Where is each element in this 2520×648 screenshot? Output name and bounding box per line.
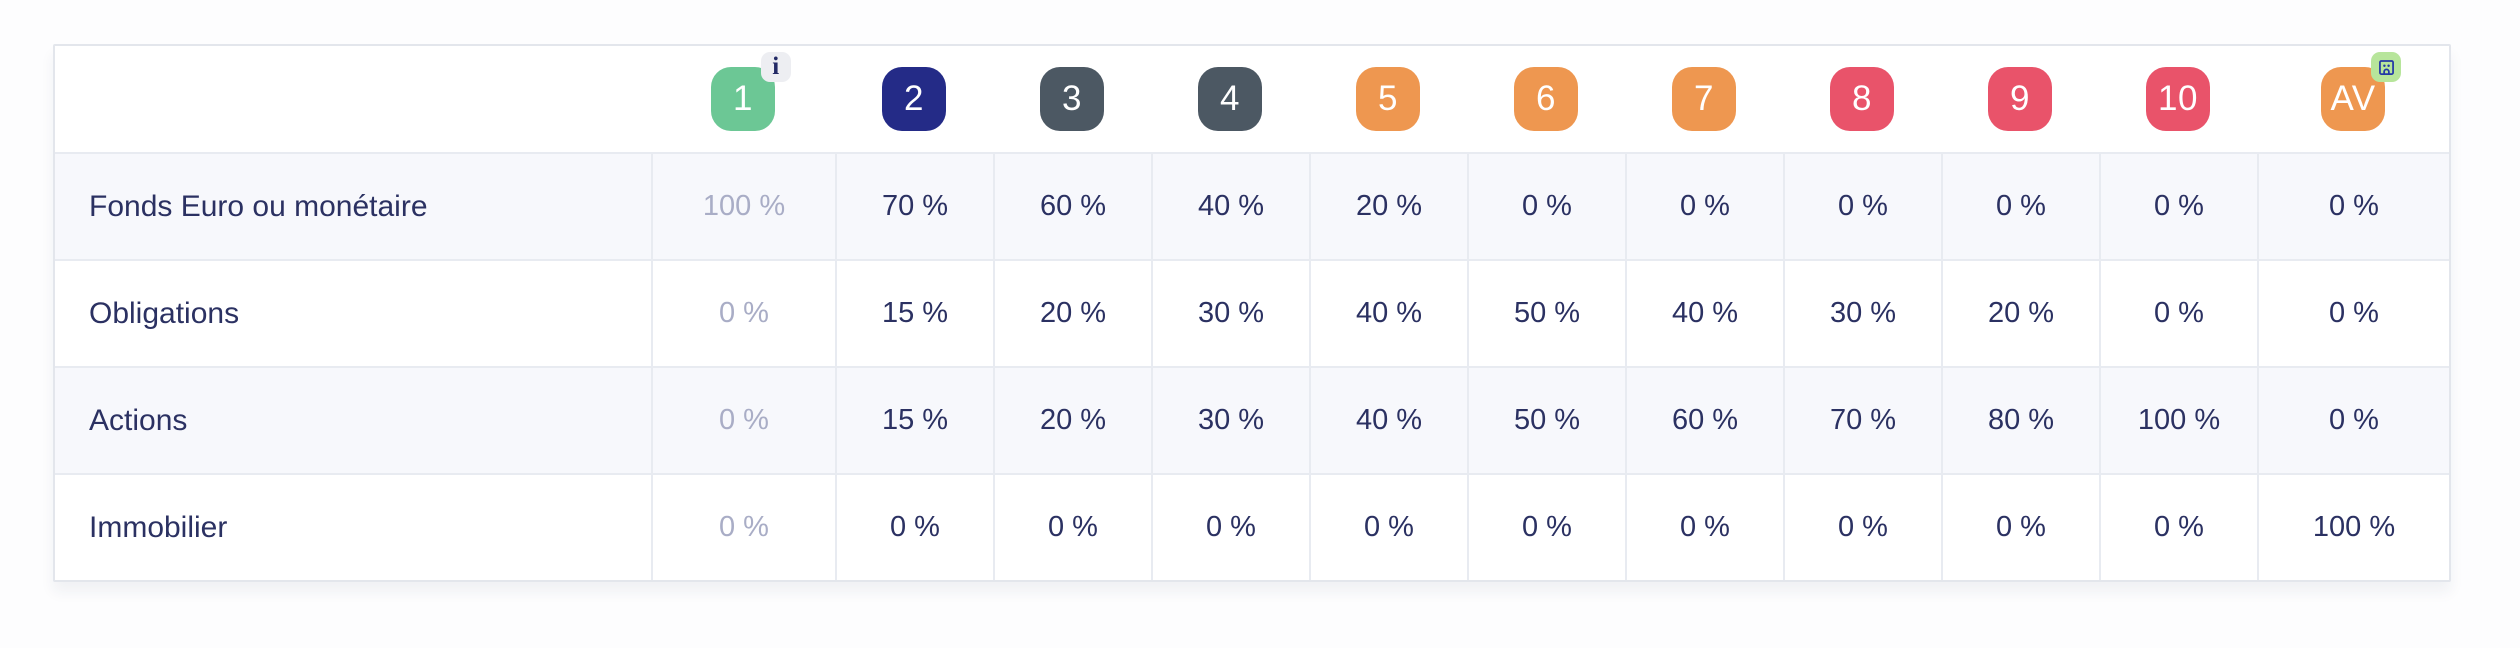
- allocation-cell: 20 %: [993, 366, 1151, 473]
- column-header-cell-6: 6: [1467, 46, 1625, 152]
- allocation-cell: 100 %: [2257, 473, 2449, 580]
- profile-badge-6[interactable]: 6: [1514, 67, 1578, 131]
- allocation-cell: 40 %: [1309, 259, 1467, 366]
- row-label: Immobilier: [55, 473, 651, 580]
- row-label: Fonds Euro ou monétaire: [55, 152, 651, 259]
- allocation-cell: 0 %: [1467, 473, 1625, 580]
- info-icon[interactable]: i: [761, 52, 791, 82]
- allocation-cell: 30 %: [1151, 259, 1309, 366]
- column-header-cell-7: 7: [1625, 46, 1783, 152]
- allocation-cell: 0 %: [651, 259, 835, 366]
- profile-badge-label: 3: [1062, 79, 1082, 118]
- allocation-cell: 0 %: [1783, 473, 1941, 580]
- allocation-cell: 70 %: [1783, 366, 1941, 473]
- allocation-cell: 0 %: [993, 473, 1151, 580]
- allocation-cell: 0 %: [2099, 473, 2257, 580]
- allocation-cell: 0 %: [1625, 152, 1783, 259]
- profile-badge-label: 1: [733, 79, 753, 118]
- profile-badge-label: 7: [1694, 79, 1714, 118]
- allocation-cell: 15 %: [835, 259, 993, 366]
- allocation-cell: 0 %: [2099, 259, 2257, 366]
- profile-badge-label: 5: [1378, 79, 1398, 118]
- allocation-cell: 0 %: [1941, 473, 2099, 580]
- allocation-cell: 0 %: [2099, 152, 2257, 259]
- allocation-cell: 0 %: [651, 366, 835, 473]
- allocation-cell: 0 %: [835, 473, 993, 580]
- profile-badge-label: 2: [904, 79, 924, 118]
- allocation-cell: 0 %: [2257, 259, 2449, 366]
- profile-badge-7[interactable]: 7: [1672, 67, 1736, 131]
- profile-badge-label: 10: [2158, 79, 2198, 118]
- column-header-cell-2: 2: [835, 46, 993, 152]
- profile-badge-10[interactable]: 10: [2146, 67, 2210, 131]
- allocation-cell: 20 %: [1309, 152, 1467, 259]
- allocation-cell: 40 %: [1625, 259, 1783, 366]
- allocation-cell: 20 %: [1941, 259, 2099, 366]
- allocation-cell: 0 %: [1467, 152, 1625, 259]
- allocation-cell: 0 %: [1151, 473, 1309, 580]
- building-icon[interactable]: [2371, 52, 2401, 82]
- allocation-cell: 0 %: [1625, 473, 1783, 580]
- header-spacer-cell: [55, 46, 651, 152]
- profile-badge-label: 6: [1536, 79, 1556, 118]
- row-label: Obligations: [55, 259, 651, 366]
- profile-badge-label: 8: [1852, 79, 1872, 118]
- allocation-cell: 70 %: [835, 152, 993, 259]
- allocation-cell: 40 %: [1309, 366, 1467, 473]
- allocation-cell: 30 %: [1783, 259, 1941, 366]
- allocation-cell: 20 %: [993, 259, 1151, 366]
- building-glyph: [2378, 59, 2394, 75]
- profile-badge-4[interactable]: 4: [1198, 67, 1262, 131]
- column-header-cell-10: 10: [2099, 46, 2257, 152]
- allocation-cell: 60 %: [1625, 366, 1783, 473]
- column-header-cell-5: 5: [1309, 46, 1467, 152]
- allocation-cell: 50 %: [1467, 366, 1625, 473]
- profile-badge-3[interactable]: 3: [1040, 67, 1104, 131]
- allocation-cell: 100 %: [2099, 366, 2257, 473]
- allocation-cell: 30 %: [1151, 366, 1309, 473]
- profile-badge-label: 4: [1220, 79, 1240, 118]
- allocation-cell: 50 %: [1467, 259, 1625, 366]
- allocation-cell: 0 %: [1941, 152, 2099, 259]
- allocation-cell: 100 %: [651, 152, 835, 259]
- column-header-cell-AV: AV: [2257, 46, 2449, 152]
- allocation-cell: 0 %: [2257, 152, 2449, 259]
- allocation-cell: 60 %: [993, 152, 1151, 259]
- allocation-cell: 80 %: [1941, 366, 2099, 473]
- column-header-cell-9: 9: [1941, 46, 2099, 152]
- profile-badge-AV[interactable]: AV: [2321, 52, 2401, 131]
- allocation-cell: 0 %: [2257, 366, 2449, 473]
- column-header-cell-4: 4: [1151, 46, 1309, 152]
- profile-badge-2[interactable]: 2: [882, 67, 946, 131]
- allocation-cell: 0 %: [1309, 473, 1467, 580]
- profile-badge-label: AV: [2330, 79, 2376, 118]
- allocation-table-card: 1 i 2 3 4 5 6 7 8 9 10 AV Fonds Euro ou monétaire 100…: [53, 44, 2451, 582]
- column-header-cell-8: 8: [1783, 46, 1941, 152]
- allocation-cell: 40 %: [1151, 152, 1309, 259]
- allocation-cell: 15 %: [835, 366, 993, 473]
- allocation-cell: 0 %: [1783, 152, 1941, 259]
- column-header-cell-3: 3: [993, 46, 1151, 152]
- allocation-cell: 0 %: [651, 473, 835, 580]
- profile-badge-label: 9: [2010, 79, 2030, 118]
- row-label: Actions: [55, 366, 651, 473]
- allocation-grid: 1 i 2 3 4 5 6 7 8 9 10 AV Fonds Euro ou monétaire 100…: [55, 46, 2449, 580]
- profile-badge-8[interactable]: 8: [1830, 67, 1894, 131]
- profile-badge-9[interactable]: 9: [1988, 67, 2052, 131]
- profile-badge-5[interactable]: 5: [1356, 67, 1420, 131]
